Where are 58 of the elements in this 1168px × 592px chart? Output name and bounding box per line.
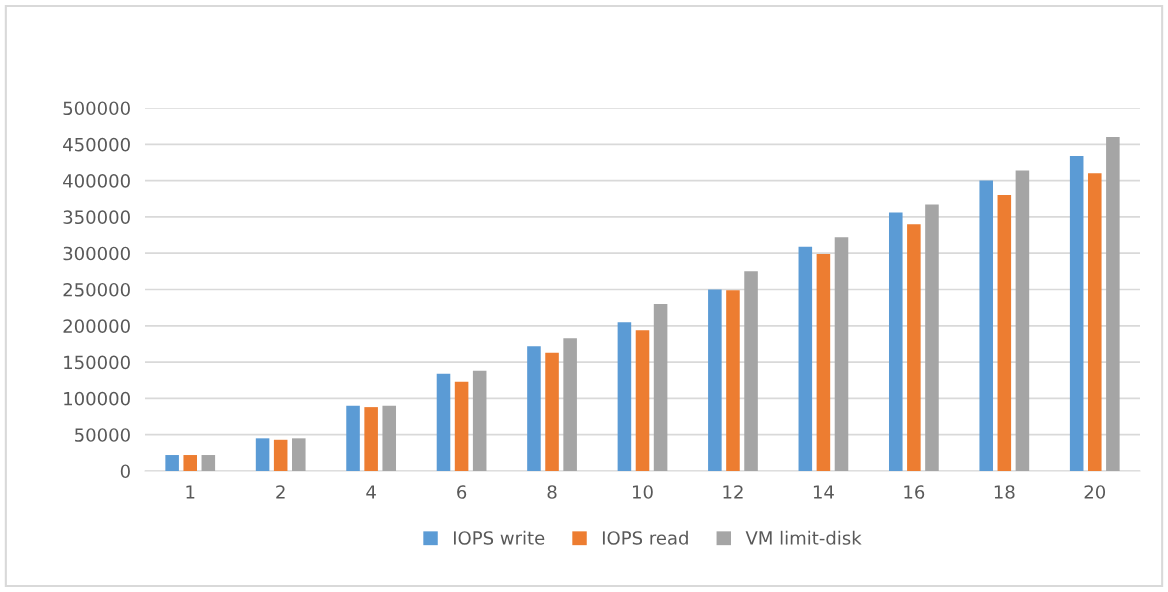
x-tick-label: 14 (813, 485, 834, 499)
y-tick-label: 350000 (63, 210, 130, 225)
bar (436, 373, 451, 471)
y-tick-label: 500000 (63, 101, 130, 116)
legend-label: IOPS read (602, 530, 688, 545)
bar (527, 346, 541, 471)
bar (1069, 155, 1084, 471)
bar (346, 405, 360, 471)
x-tick-label: 20 (1084, 485, 1106, 499)
legend-label: IOPS write (453, 530, 545, 545)
legend-label: VM limit-disk (745, 530, 862, 545)
bar (708, 289, 722, 471)
bar (744, 271, 758, 471)
bar (183, 455, 198, 471)
bar (997, 195, 1012, 471)
bar (364, 407, 378, 471)
bar (979, 180, 994, 471)
bar (653, 304, 668, 471)
y-tick-label: 50000 (75, 428, 130, 442)
bar (816, 253, 831, 471)
bar (1015, 170, 1030, 471)
bar (273, 439, 288, 471)
bar (563, 338, 577, 471)
y-tick-label: 150000 (64, 355, 130, 370)
y-tick-label: 400000 (63, 174, 130, 188)
y-tick-label: 250000 (63, 282, 130, 297)
x-tick-label: 6 (457, 485, 467, 499)
y-tick-label: 0 (120, 464, 130, 479)
bar (454, 381, 469, 471)
y-tick-label: 200000 (63, 319, 130, 333)
bar (1106, 137, 1120, 471)
bar (888, 212, 903, 471)
y-tick-label: 100000 (64, 391, 130, 406)
bar (255, 438, 270, 471)
x-tick-label: 12 (723, 485, 743, 499)
bar (834, 237, 849, 471)
bar (1087, 173, 1102, 471)
x-tick-label: 8 (547, 485, 557, 499)
bar (165, 455, 179, 471)
y-tick-label: 300000 (63, 246, 130, 261)
x-tick-label: 10 (633, 485, 653, 499)
bar (798, 246, 813, 471)
x-tick-label: 1 (186, 485, 195, 499)
y-tick-label: 450000 (63, 137, 130, 152)
x-tick-label: 16 (904, 485, 925, 499)
bar (617, 322, 632, 471)
bar (726, 290, 740, 471)
bar (201, 455, 216, 471)
bar (545, 352, 559, 471)
bar (635, 330, 650, 471)
x-tick-label: 18 (994, 485, 1015, 499)
x-tick-label: 2 (276, 485, 285, 499)
bar (925, 204, 939, 471)
bar (291, 438, 306, 471)
bar (472, 370, 487, 471)
x-tick-label: 4 (366, 485, 376, 499)
bar (382, 405, 397, 471)
bar (907, 224, 921, 471)
